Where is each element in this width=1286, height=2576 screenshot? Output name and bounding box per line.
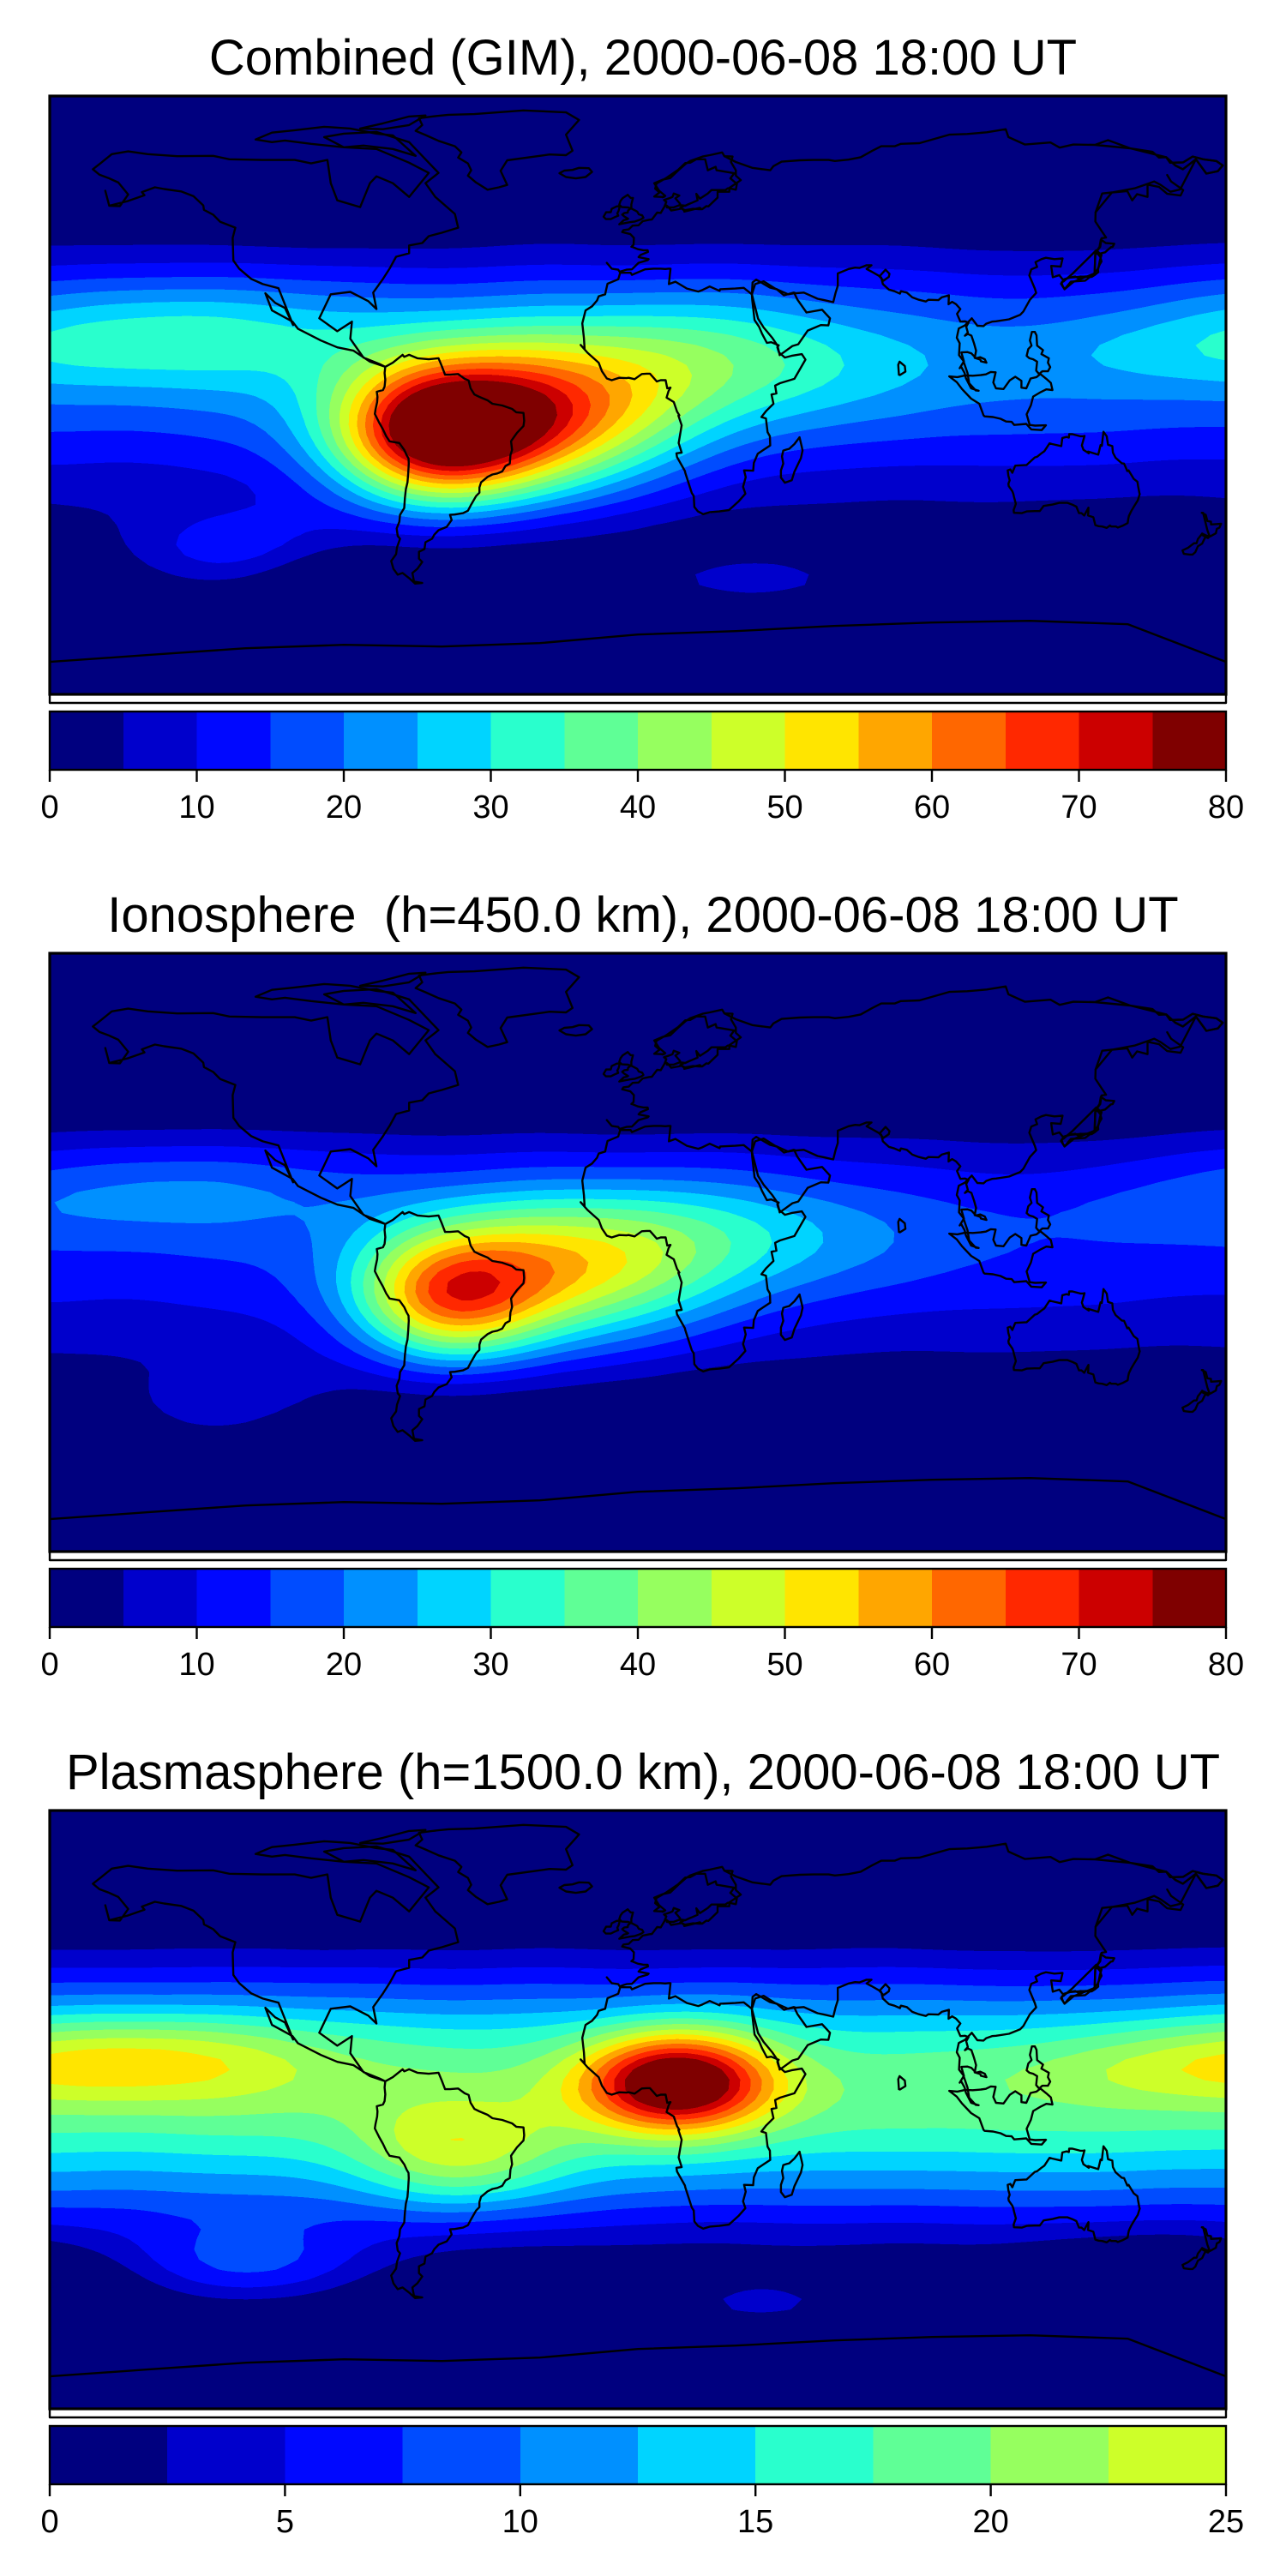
svg-text:15: 15 [737, 2504, 773, 2540]
svg-text:70: 70 [1061, 790, 1097, 826]
svg-text:0: 0 [40, 2504, 58, 2540]
svg-text:60: 60 [914, 1647, 950, 1683]
svg-text:0: 0 [40, 1647, 58, 1683]
svg-text:20: 20 [326, 1647, 362, 1683]
svg-text:30: 30 [472, 1647, 508, 1683]
svg-text:50: 50 [766, 790, 802, 826]
svg-text:60: 60 [914, 790, 950, 826]
svg-text:Ionosphere (h=450.0 km), 2000: Ionosphere (h=450.0 km), 2000-06-08 18:0… [107, 887, 1178, 943]
svg-text:80: 80 [1208, 1647, 1244, 1683]
svg-text:Plasmasphere (h=1500.0 km), 20: Plasmasphere (h=1500.0 km), 2000-06-08 1… [66, 1744, 1220, 1800]
svg-text:70: 70 [1061, 1647, 1097, 1683]
svg-text:10: 10 [178, 1647, 214, 1683]
svg-text:30: 30 [472, 790, 508, 826]
svg-text:25: 25 [1208, 2504, 1244, 2540]
svg-text:10: 10 [178, 790, 214, 826]
svg-text:20: 20 [326, 790, 362, 826]
svg-text:0: 0 [40, 790, 58, 826]
svg-text:80: 80 [1208, 790, 1244, 826]
svg-text:40: 40 [620, 790, 656, 826]
svg-text:10: 10 [502, 2504, 538, 2540]
svg-text:5: 5 [276, 2504, 294, 2540]
svg-text:50: 50 [766, 1647, 802, 1683]
svg-text:40: 40 [620, 1647, 656, 1683]
svg-text:Combined (GIM), 2000-06-08 18:: Combined (GIM), 2000-06-08 18:00 UT [209, 30, 1077, 86]
svg-text:20: 20 [972, 2504, 1008, 2540]
